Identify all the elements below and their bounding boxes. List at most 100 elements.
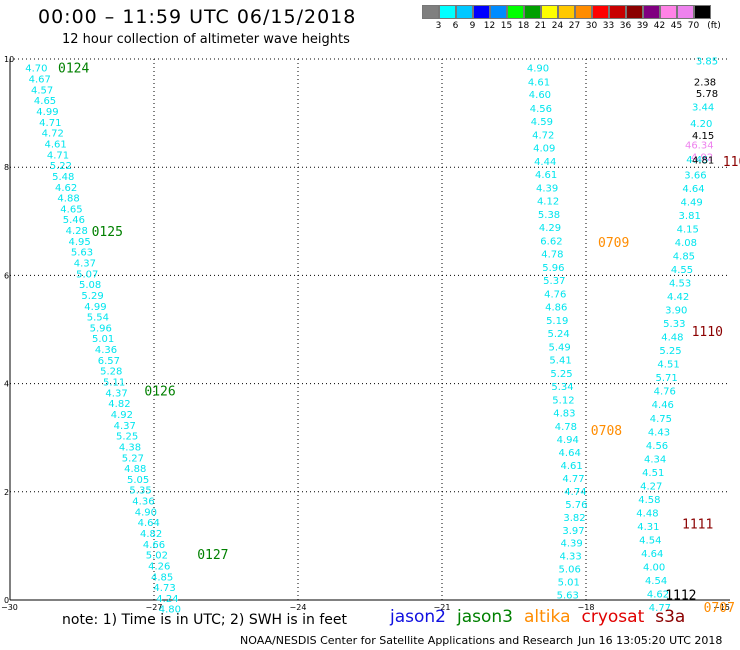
- timestamp-text: Jun 16 13:05:20 UTC 2018: [578, 634, 723, 647]
- data-point-jason3: 5.37: [543, 276, 565, 287]
- data-point-jason3: 4.72: [42, 129, 64, 140]
- data-point-jason3: 5.08: [79, 280, 101, 291]
- data-point-jason3: 3.85: [696, 57, 718, 68]
- data-point-jason3: 4.37: [74, 258, 96, 269]
- data-point-jason3: 4.29: [539, 223, 561, 234]
- legend-label: 33: [602, 21, 615, 31]
- data-point-jason3: 5.01: [558, 578, 580, 589]
- data-point-jason3: 4.82: [140, 529, 162, 540]
- data-point-jason3: 4.75: [650, 414, 672, 425]
- data-point-jason3: 4.65: [60, 204, 82, 215]
- data-point-jason3: 4.37: [105, 388, 127, 399]
- data-point-jason3: 4.74: [564, 487, 586, 498]
- legend-label: 9: [469, 21, 476, 31]
- legend-swatch: [422, 5, 439, 19]
- legend-unit: (ft): [707, 21, 721, 31]
- legend-swatch: [490, 5, 507, 19]
- data-point-jason3: 4.64: [138, 518, 160, 529]
- pass-time-label: 1111: [682, 517, 713, 532]
- data-point-jason3: 4.66: [143, 540, 165, 551]
- x-tick-label: −15: [713, 603, 730, 612]
- data-point-jason3: 4.33: [560, 552, 582, 563]
- data-point-jason3: 4.12: [537, 196, 559, 207]
- data-point-jason3: 4.38: [119, 442, 141, 453]
- satellite-legend: jason2 jason3 altika cryosat s3a: [390, 607, 696, 627]
- data-point-jason3: 4.43: [648, 427, 670, 438]
- data-point-jason3: 4.65: [34, 96, 56, 107]
- data-point-jason3: 4.08: [675, 238, 697, 249]
- x-tick-label: −27: [146, 603, 163, 612]
- data-point-jason3: 5.96: [90, 323, 112, 334]
- data-point-jason3: 5.34: [551, 382, 573, 393]
- data-point-jason3: 4.77: [649, 603, 671, 614]
- pass-time-label: 0124: [58, 62, 89, 77]
- pass-time-label: 1110: [692, 325, 723, 340]
- data-point-jason3: 5.19: [546, 316, 568, 327]
- legend-swatch: [507, 5, 524, 19]
- data-point-jason3: 5.76: [565, 500, 587, 511]
- data-point-jason3: 4.92: [111, 410, 133, 421]
- x-tick-label: −30: [1, 603, 18, 612]
- data-point-jason3: 4.60: [529, 90, 551, 101]
- legend-label: 24: [551, 21, 564, 31]
- data-point-jason3: 4.46: [652, 400, 674, 411]
- data-point-jason3: 4.82: [108, 399, 130, 410]
- chart-subtitle: 12 hour collection of altimeter wave hei…: [62, 32, 350, 47]
- data-point-jason3: 5.35: [129, 486, 151, 497]
- data-point-jason3: 5.54: [87, 313, 109, 324]
- data-point-jason3: 5.07: [76, 269, 98, 280]
- data-point-s3a: 4.15: [692, 131, 714, 142]
- legend-swatch: [524, 5, 541, 19]
- data-point-jason3: 4.85: [151, 572, 173, 583]
- data-point-jason3: 5.46: [63, 215, 85, 226]
- data-point-jason3: 6.62: [540, 236, 562, 247]
- data-point-jason3: 4.49: [680, 197, 702, 208]
- data-point-jason3: 3.82: [563, 513, 585, 524]
- data-point-jason3: 3.90: [665, 306, 687, 317]
- data-point-jason3: 5.25: [659, 346, 681, 357]
- legend-swatch: [643, 5, 660, 19]
- data-point-jason3: 5.12: [552, 395, 574, 406]
- data-point-jason3: 4.72: [532, 130, 554, 141]
- data-point-jason3: 4.90: [527, 64, 549, 75]
- legend-label: 30: [585, 21, 598, 31]
- legend-label: 42: [653, 21, 666, 31]
- data-point-jason3: 4.99: [84, 302, 106, 313]
- data-point-jason3: 4.24: [156, 594, 178, 605]
- data-point-jason3: 4.42: [667, 292, 689, 303]
- data-point-jason3: 4.76: [544, 289, 566, 300]
- data-point-jason3: 4.56: [530, 104, 552, 115]
- data-point-jason3: 4.70: [25, 64, 47, 75]
- data-point-jason3: 3.44: [692, 103, 714, 114]
- data-point-jason3: 4.51: [657, 360, 679, 371]
- y-tick-label: 2: [4, 488, 9, 497]
- x-tick-label: −24: [290, 603, 307, 612]
- data-point-jason3: 4.62: [647, 590, 669, 601]
- data-point-s3a: 5.78: [696, 89, 718, 100]
- data-point-jason3: 4.27: [640, 481, 662, 492]
- data-point-jason3: 4.56: [646, 441, 668, 452]
- legend-swatch: [677, 5, 694, 19]
- data-point-jason3: 4.62: [55, 183, 77, 194]
- y-tick-label: 8: [4, 163, 9, 172]
- data-point-jason3: 4.61: [535, 170, 557, 181]
- data-point-jason3: 4.58: [638, 495, 660, 506]
- data-point-jason3: 4.39: [536, 183, 558, 194]
- data-point-jason3: 5.63: [557, 591, 579, 602]
- data-point-jason3: 5.05: [127, 475, 149, 486]
- data-point-jason3: 4.77: [562, 474, 584, 485]
- pass-time-label: 0707: [704, 601, 735, 616]
- data-point-jason3: 4.90: [135, 507, 157, 518]
- y-tick-label: 6: [4, 271, 9, 280]
- data-point-jason3: 4.48: [661, 333, 683, 344]
- satellite-label-jason3: jason3: [457, 607, 513, 627]
- pass-time-label: 0125: [92, 225, 123, 240]
- legend-label: 27: [568, 21, 581, 31]
- data-point-jason3: 4.71: [47, 150, 69, 161]
- y-tick-label: 4: [4, 380, 9, 389]
- data-point-jason3: 4.86: [545, 302, 567, 313]
- data-point-jason3: 4.44: [534, 157, 556, 168]
- satellite-label-altika: altika: [524, 607, 571, 627]
- credit-text: NOAA/NESDIS Center for Satellite Applica…: [240, 634, 574, 647]
